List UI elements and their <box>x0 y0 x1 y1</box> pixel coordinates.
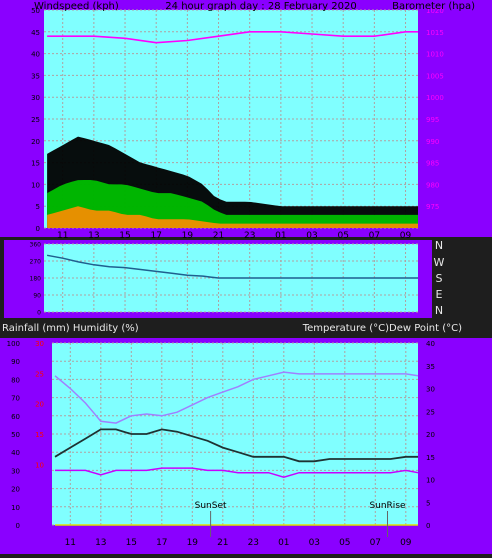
temperature-tick-label: 5 <box>426 499 430 507</box>
windspeed-tick-label: 10 <box>31 181 40 189</box>
barometer-tick-label: 1015 <box>426 29 444 37</box>
barometer-series <box>47 31 418 44</box>
temp-humidity-plot-area <box>52 343 418 525</box>
x-tick-label: 05 <box>339 538 350 548</box>
x-tick-label: 19 <box>187 538 199 548</box>
windspeed-tick-label: 20 <box>31 138 40 146</box>
windspeed-tick-label: 30 <box>31 94 40 102</box>
temperature-tick-label: 25 <box>426 408 435 416</box>
data-series <box>46 31 419 526</box>
dew-point-series <box>55 467 419 478</box>
x-tick-label: 07 <box>369 231 380 241</box>
x-tick-label: 13 <box>95 538 106 548</box>
rainfall-tick-label: 25 <box>35 370 44 378</box>
x-tick-label: 21 <box>213 231 224 241</box>
direction-tick-label: 0 <box>37 310 41 317</box>
x-tick-label: 21 <box>217 538 228 548</box>
temperature-dewpoint-axis-label: Temperature (°C)Dew Point (°C) <box>302 323 462 334</box>
x-tick-label: 15 <box>119 231 130 241</box>
humidity-tick-label: 20 <box>11 486 20 494</box>
wind-speed-series <box>47 206 418 228</box>
direction-label-w: W <box>434 256 445 269</box>
x-tick-label: 01 <box>275 231 286 241</box>
windspeed-tick-label: 45 <box>31 29 40 37</box>
windspeed-tick-label: 50 <box>31 7 40 15</box>
x-tick-label: 05 <box>337 231 348 241</box>
rainfall-tick-label: 15 <box>35 431 44 439</box>
humidity-tick-label: 70 <box>11 395 20 403</box>
barometer-tick-label: 1020 <box>426 7 444 15</box>
temperature-series <box>54 428 418 463</box>
x-tick-label: 07 <box>370 538 381 548</box>
rainfall-tick-label: 30 <box>35 340 44 348</box>
humidity-tick-label: 100 <box>7 340 20 348</box>
barometer-axis-label: Barometer (hpa) <box>392 1 475 12</box>
direction-tick-label: 360 <box>30 242 42 249</box>
x-tick-label: 17 <box>150 231 161 241</box>
windspeed-tick-label: 40 <box>31 51 40 59</box>
x-tick-label: 23 <box>244 231 255 241</box>
temperature-tick-label: 30 <box>426 386 435 394</box>
barometer-tick-label: 985 <box>426 160 439 168</box>
barometer-tick-label: 995 <box>426 116 439 124</box>
temperature-tick-label: 35 <box>426 363 435 371</box>
rainfall-tick-label: 10 <box>35 461 44 469</box>
direction-label-s: S <box>436 272 443 285</box>
tick-labels: 11 13 15 17 19 21 23 01 03 05 07 090510152025303540… <box>7 7 444 548</box>
humidity-series <box>54 371 419 424</box>
temperature-tick-label: 15 <box>426 454 435 462</box>
x-tick-label: 19 <box>182 231 194 241</box>
grid-lines <box>44 9 418 526</box>
rainfall-humidity-axis-label: Rainfall (mm) Humidity (%) <box>2 323 139 334</box>
x-tick-label: 11 <box>65 538 76 548</box>
temperature-tick-label: 20 <box>426 431 435 439</box>
x-tick-label: 03 <box>306 231 317 241</box>
windspeed-tick-label: 0 <box>36 225 40 233</box>
humidity-tick-label: 10 <box>11 504 20 512</box>
humidity-tick-label: 30 <box>11 467 20 475</box>
x-tick-label: 01 <box>278 538 289 548</box>
direction-tick-label: 180 <box>30 276 42 283</box>
direction-tick-label: 270 <box>30 259 42 266</box>
humidity-tick-label: 50 <box>11 431 20 439</box>
x-tick-label: 17 <box>156 538 167 548</box>
x-tick-label: 13 <box>88 231 99 241</box>
windspeed-tick-label: 25 <box>31 116 40 124</box>
x-tick-label: 09 <box>400 231 412 241</box>
temperature-tick-label: 0 <box>426 522 430 530</box>
x-tick-label: 09 <box>400 538 412 548</box>
humidity-tick-label: 80 <box>11 376 20 384</box>
windspeed-tick-label: 5 <box>36 203 40 211</box>
temperature-tick-label: 40 <box>426 340 435 348</box>
direction-label-n-bottom: N <box>435 304 443 317</box>
x-tick-label: 15 <box>126 538 137 548</box>
humidity-tick-label: 40 <box>11 449 20 457</box>
windspeed-tick-label: 35 <box>31 72 40 80</box>
direction-label-n-top: N <box>435 239 443 252</box>
x-tick-label: 03 <box>309 538 320 548</box>
windspeed-axis-label: Windspeed (kph) <box>34 1 119 12</box>
barometer-tick-label: 1010 <box>426 51 444 59</box>
temperature-tick-label: 10 <box>426 477 435 485</box>
barometer-tick-label: 1000 <box>426 94 444 102</box>
rainfall-tick-label: 20 <box>35 401 44 409</box>
graph-title: 24 hour graph day : 28 February 2020 <box>165 1 356 12</box>
humidity-tick-label: 60 <box>11 413 20 421</box>
x-tick-label: 11 <box>57 231 68 241</box>
windspeed-tick-label: 15 <box>31 160 40 168</box>
direction-label-e: E <box>436 288 443 301</box>
humidity-tick-label: 0 <box>16 522 20 530</box>
barometer-tick-label: 980 <box>426 181 439 189</box>
barometer-tick-label: 1005 <box>426 72 444 80</box>
sunrise-label: SunRise <box>369 501 406 511</box>
wind-direction-series <box>46 254 418 279</box>
barometer-tick-label: 990 <box>426 138 439 146</box>
x-tick-label: 23 <box>248 538 259 548</box>
direction-tick-label: 90 <box>33 293 41 300</box>
humidity-tick-label: 90 <box>11 358 20 366</box>
sunset-label: SunSet <box>195 501 227 511</box>
barometer-tick-label: 975 <box>426 203 439 211</box>
